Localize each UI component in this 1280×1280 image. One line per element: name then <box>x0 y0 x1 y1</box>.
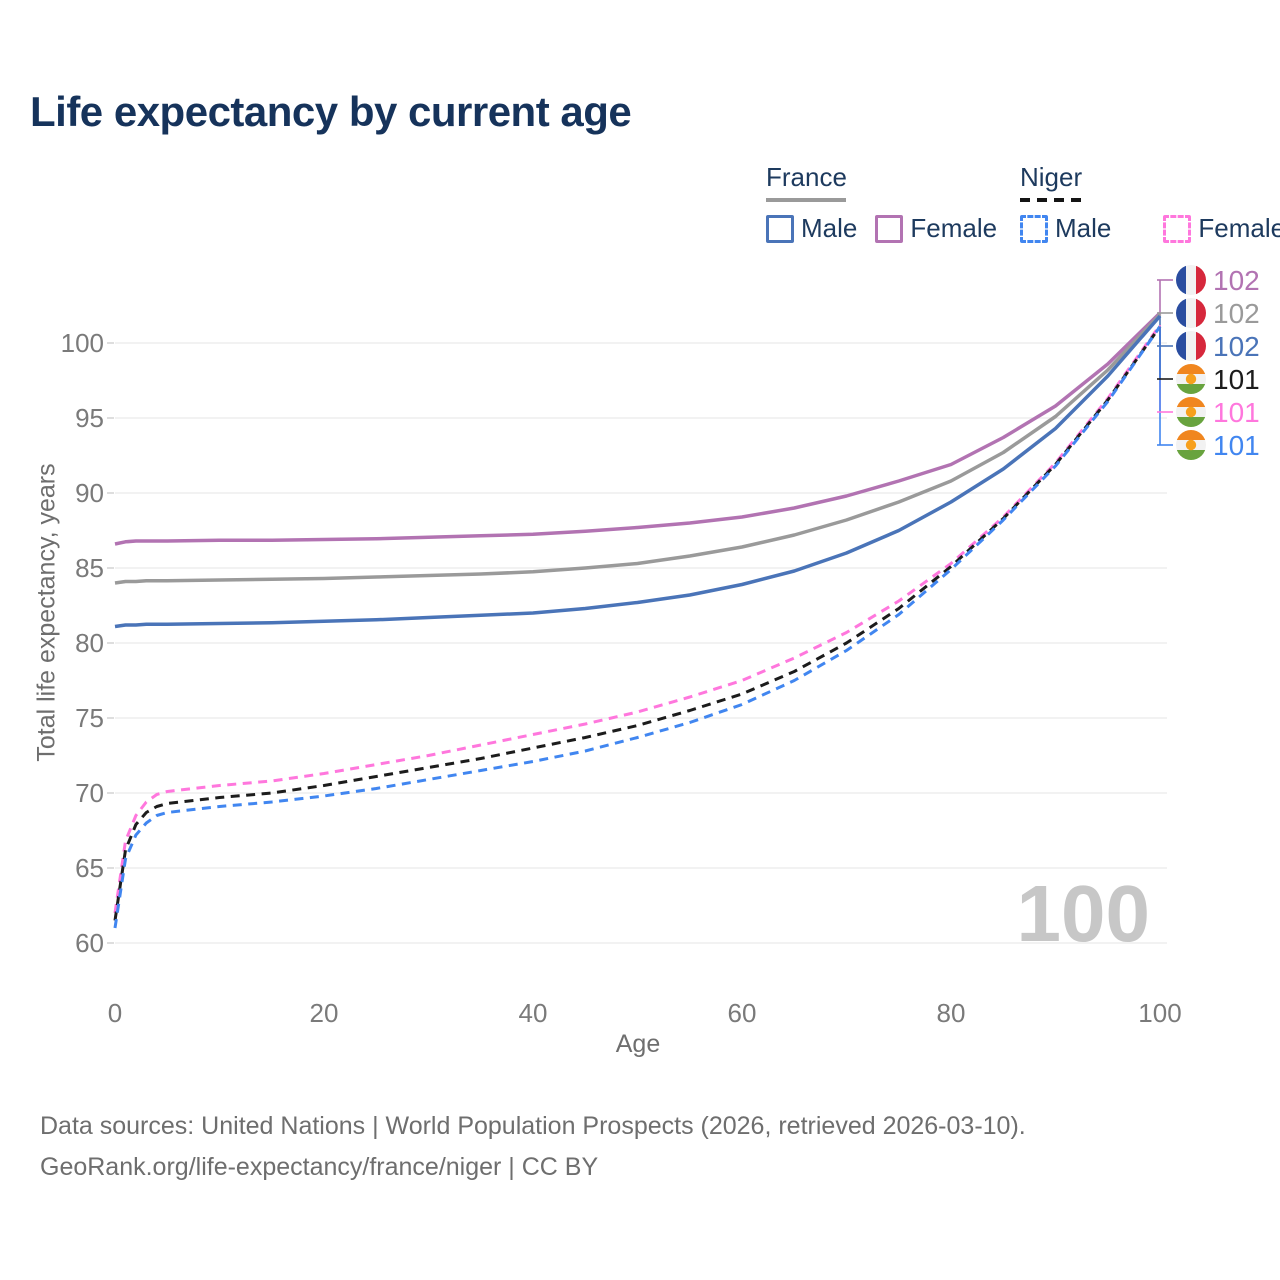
x-axis-title: Age <box>615 1030 661 1058</box>
legend-item-niger-female[interactable]: Female <box>1163 213 1280 244</box>
end-value-label: 102 <box>1213 331 1260 362</box>
france-flag-icon <box>1176 298 1206 328</box>
footer: Data sources: United Nations | World Pop… <box>40 1106 1026 1188</box>
series-line-france-female[interactable] <box>114 311 1162 546</box>
y-tick-label: 75 <box>75 703 104 733</box>
x-tick-label: 60 <box>728 998 757 1028</box>
y-tick-label: 65 <box>75 853 104 883</box>
legend-header-niger[interactable]: Niger <box>1020 162 1083 192</box>
legend-label: Female <box>910 213 998 243</box>
x-tick-label: 20 <box>310 998 339 1028</box>
series-line-niger-female[interactable] <box>113 324 1162 914</box>
legend-row-niger: Male Female <box>1020 213 1280 244</box>
series-line-niger-male[interactable] <box>113 325 1162 929</box>
x-tick-label: 0 <box>108 998 122 1028</box>
y-tick-label: 100 <box>61 328 104 358</box>
series-line-niger-both[interactable] <box>113 325 1162 921</box>
legend-item-france-female[interactable]: Female <box>875 213 997 244</box>
y-tick-label: 60 <box>75 928 104 958</box>
y-tick-label: 80 <box>75 628 104 658</box>
legend-item-niger-male[interactable]: Male <box>1020 213 1111 244</box>
end-value-label: 102 <box>1213 298 1260 329</box>
y-tick-label: 85 <box>75 553 104 583</box>
france-flag-icon <box>1176 331 1206 361</box>
niger-female-swatch-icon <box>1163 214 1192 243</box>
end-value-label: 101 <box>1213 364 1260 395</box>
age-counter-watermark: 100 <box>1017 869 1150 958</box>
niger-dashed-line-swatch <box>1020 198 1086 202</box>
france-flag-icon <box>1176 265 1206 295</box>
end-value-label: 101 <box>1213 397 1260 428</box>
france-female-swatch-icon <box>875 214 904 243</box>
footer-data-sources: Data sources: United Nations | World Pop… <box>40 1112 1026 1140</box>
niger-flag-icon <box>1176 364 1206 394</box>
x-tick-label: 80 <box>937 998 966 1028</box>
legend-row-france: Male Female <box>766 213 997 244</box>
y-tick-label: 90 <box>75 478 104 508</box>
niger-flag-icon <box>1176 397 1206 427</box>
niger-male-swatch-icon <box>1020 214 1048 243</box>
x-tick-label: 40 <box>519 998 548 1028</box>
x-tick-label: 100 <box>1138 998 1181 1028</box>
legend-label: Male <box>1055 213 1112 243</box>
y-tick-label: 70 <box>75 778 104 808</box>
legend-group-france: France Male Female <box>766 162 997 244</box>
series-line-france-male[interactable] <box>114 314 1162 629</box>
france-solid-line-swatch <box>766 198 846 202</box>
y-tick-label: 95 <box>75 403 104 433</box>
footer-attribution-url: GeoRank.org/life-expectancy/france/niger… <box>40 1153 599 1181</box>
end-value-label: 101 <box>1213 430 1260 461</box>
legend-header-france[interactable]: France <box>766 162 847 192</box>
niger-flag-icon <box>1176 430 1206 460</box>
legend-label: Male <box>801 213 858 243</box>
chart-title: Life expectancy by current age <box>30 88 632 135</box>
france-male-swatch-icon <box>766 214 794 243</box>
legend-item-france-male[interactable]: Male <box>766 213 857 244</box>
series-line-france-both[interactable] <box>114 313 1162 585</box>
legend-group-niger: Niger Male Female <box>1020 162 1280 244</box>
y-axis-title: Total life expectancy, years <box>32 463 61 762</box>
legend-label: Female <box>1198 213 1280 243</box>
end-value-label: 102 <box>1213 265 1260 296</box>
